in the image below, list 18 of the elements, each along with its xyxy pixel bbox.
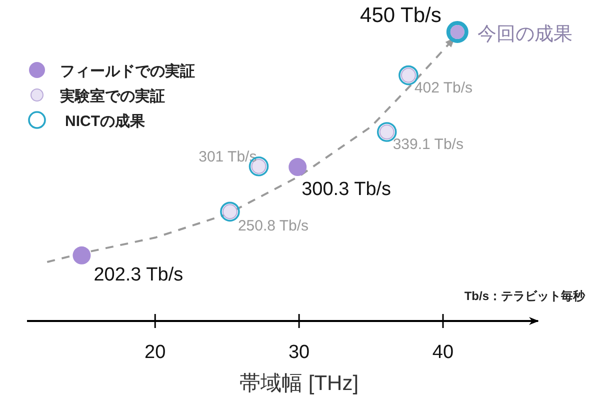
- x-tick-label: 30: [288, 342, 310, 363]
- legend-label: フィールドでの実証: [60, 62, 195, 80]
- data-label: 450 Tb/s: [360, 4, 442, 27]
- text: Tb/s：テラビット毎秒: [464, 289, 586, 303]
- x-tick-label: 40: [432, 342, 454, 363]
- data-label: 402 Tb/s: [414, 79, 473, 96]
- legend-label: NICTの成果: [65, 113, 146, 130]
- data-label: 300.3 Tb/s: [302, 179, 392, 200]
- data-label: 301 Tb/s: [198, 148, 257, 166]
- data-label: 202.3 Tb/s: [94, 264, 184, 286]
- data-label: 250.8 Tb/s: [238, 218, 309, 235]
- data-label: 339.1 Tb/s: [392, 136, 464, 154]
- annotation: 今回の成果: [477, 24, 572, 45]
- x-tick-label: 20: [144, 342, 166, 363]
- point: [72, 246, 91, 264]
- point: [288, 158, 307, 176]
- legend-label: 実験室での実証: [59, 87, 165, 105]
- x-axis-title: 帯域幅 [THz]: [240, 372, 359, 395]
